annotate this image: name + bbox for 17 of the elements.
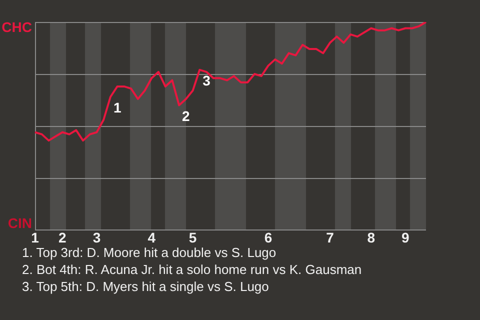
x-tick-label: 7 [326, 229, 334, 246]
x-tick-label: 4 [148, 229, 156, 246]
x-tick-label: 2 [58, 229, 67, 246]
x-tick-label: 8 [367, 229, 376, 246]
x-tick-label: 9 [402, 229, 410, 246]
text: 2. Bot 4th: R. Acuna Jr. hit a solo home run vs K. Gausman [22, 261, 362, 278]
annotation: 1 [113, 100, 122, 116]
text: 1. Top 3rd: D. Moore hit a double vs S. Lugo [22, 244, 278, 261]
x-tick-label: 6 [264, 229, 272, 246]
text: CHC [2, 18, 32, 35]
annotation: 3 [202, 72, 211, 89]
x-tick-label: 3 [92, 229, 101, 246]
annotation: 2 [182, 108, 190, 124]
text: CIN [8, 214, 32, 231]
x-tick-label: 5 [188, 229, 197, 246]
x-tick-label: 1 [31, 229, 40, 246]
text: 3. Top 5th: D. Myers hit a single vs S. Lugo [22, 278, 270, 295]
